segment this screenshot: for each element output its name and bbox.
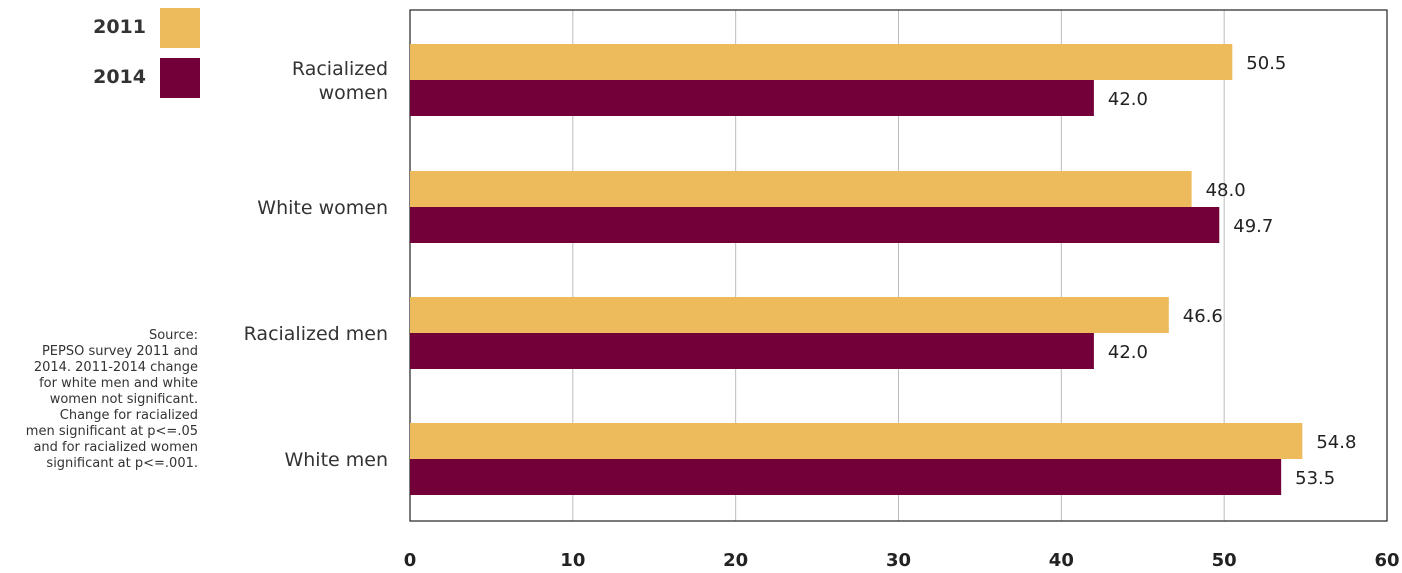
source-line: significant at p<=.001. xyxy=(46,456,198,471)
data-label: 48.0 xyxy=(1206,180,1246,201)
category-label: White women xyxy=(257,197,388,219)
data-label: 50.5 xyxy=(1246,53,1286,74)
legend-label: 2011 xyxy=(93,16,146,38)
source-line: Change for racialized xyxy=(59,408,198,423)
legend-item-2011: 2011 xyxy=(60,8,200,50)
legend-label: 2014 xyxy=(93,66,146,88)
source-line: men significant at p<=.05 xyxy=(25,424,198,439)
data-label: 49.7 xyxy=(1233,216,1273,237)
x-tick-label: 20 xyxy=(723,550,748,571)
x-tick-label: 60 xyxy=(1374,550,1399,571)
x-tick-label: 10 xyxy=(560,550,585,571)
source-line: Source: xyxy=(148,328,198,343)
source-line: 2014. 2011-2014 change xyxy=(33,360,198,375)
category-label: Racialized xyxy=(292,58,388,80)
bar-2014 xyxy=(410,459,1282,495)
bar-2011 xyxy=(410,423,1303,459)
bar-2014 xyxy=(410,80,1094,116)
legend-swatch-2011 xyxy=(160,8,200,48)
plot-frame xyxy=(409,9,1388,522)
x-tick-label: 0 xyxy=(404,550,417,571)
x-tick-label: 30 xyxy=(886,550,911,571)
legend-item-2014: 2014 xyxy=(60,58,200,100)
bar-2011 xyxy=(410,297,1169,333)
source-line: PEPSO survey 2011 and xyxy=(41,344,198,359)
source-line: for white men and white xyxy=(39,376,198,391)
data-label: 53.5 xyxy=(1295,468,1335,489)
data-label: 42.0 xyxy=(1108,342,1148,363)
x-tick-label: 40 xyxy=(1049,550,1074,571)
bar-2014 xyxy=(410,207,1220,243)
bar-2014 xyxy=(410,333,1094,369)
data-label: 54.8 xyxy=(1316,432,1356,453)
bar-2011 xyxy=(410,171,1192,207)
category-label: women xyxy=(319,82,388,104)
legend-swatch-2014 xyxy=(160,58,200,98)
source-line: and for racialized women xyxy=(33,440,198,455)
category-label: White men xyxy=(284,449,388,471)
category-label: Racialized men xyxy=(244,323,388,345)
bar-2011 xyxy=(410,44,1233,80)
data-label: 42.0 xyxy=(1108,89,1148,110)
x-tick-label: 50 xyxy=(1212,550,1237,571)
source-note: Source: PEPSO survey 2011 and 2014. 2011… xyxy=(2,328,198,472)
data-label: 46.6 xyxy=(1183,306,1223,327)
source-line: women not significant. xyxy=(49,392,198,407)
